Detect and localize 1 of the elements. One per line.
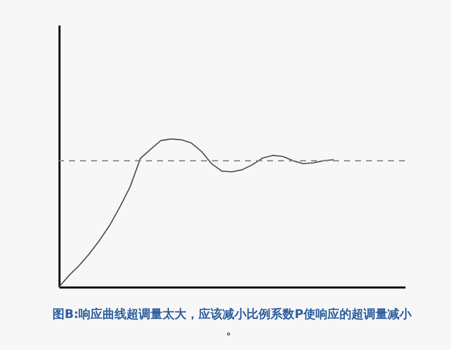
text: 图B:响应曲线超调量太大，应该减小比例系数P使响应的超调量减小。 [52,307,412,337]
